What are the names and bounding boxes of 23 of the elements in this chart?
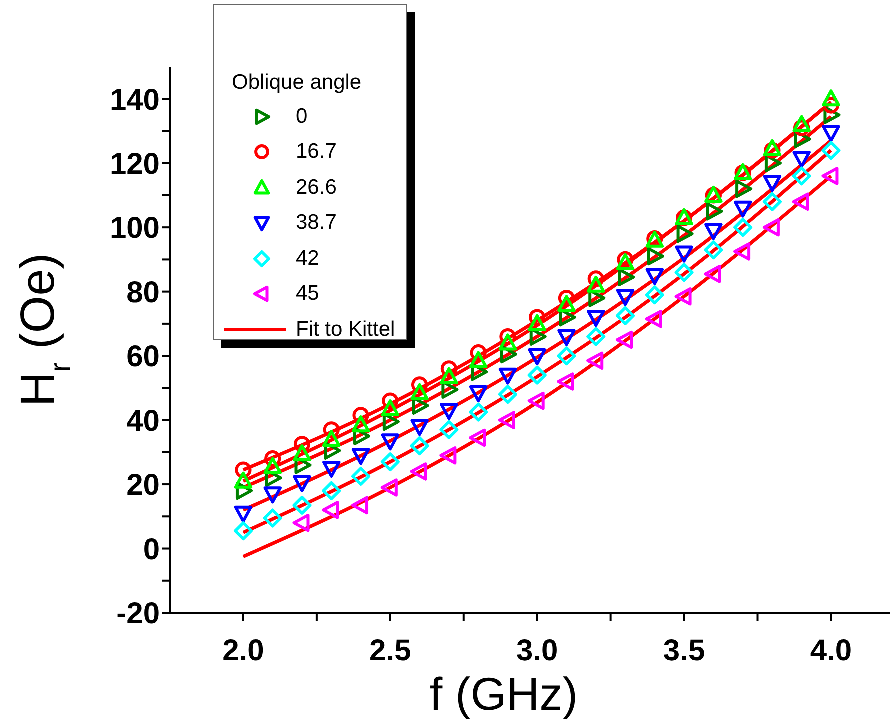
y-tick-label: 140 — [110, 84, 160, 117]
y-tick-label: 100 — [110, 212, 160, 246]
y-tick-label: 0 — [143, 533, 160, 566]
legend-label: 26.6 — [296, 176, 337, 199]
x-tick-label: 2.0 — [222, 634, 264, 668]
legend-label: 42 — [296, 246, 320, 270]
y-tick-label: 120 — [110, 148, 160, 182]
y-tick-label: 40 — [126, 404, 160, 438]
x-tick-label: 2.5 — [370, 634, 412, 668]
legend-label: 16.7 — [296, 140, 337, 164]
y-tick-label: -20 — [116, 598, 160, 631]
legend-label: 45 — [296, 282, 320, 306]
x-tick-label: 4.0 — [810, 634, 852, 668]
x-axis-title: f (GHz) — [430, 668, 578, 720]
legend-label: Fit to Kittel — [296, 318, 396, 341]
legend-label: 38.7 — [296, 211, 337, 234]
y-tick-label: 60 — [126, 340, 160, 374]
legend-title: Oblique angle — [232, 71, 362, 94]
x-tick-label: 3.0 — [516, 634, 558, 668]
legend-label: 0 — [296, 104, 308, 128]
x-tick-label: 3.5 — [663, 634, 706, 668]
y-tick-label: 20 — [126, 469, 160, 502]
y-tick-label: 80 — [126, 276, 160, 310]
